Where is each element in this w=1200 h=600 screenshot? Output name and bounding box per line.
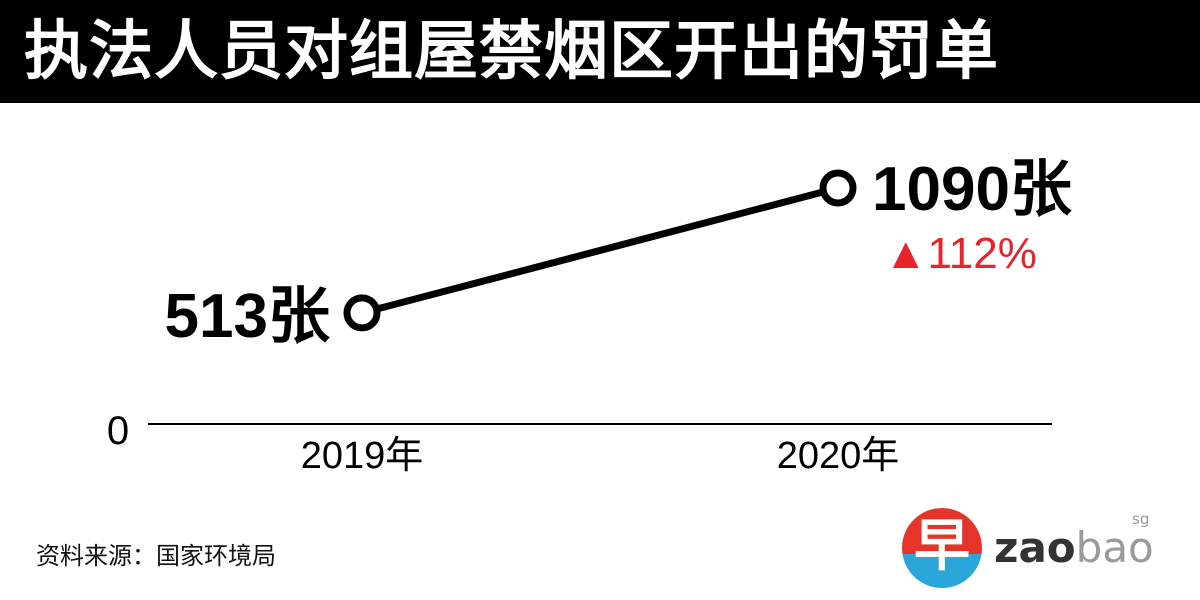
series-line	[358, 184, 842, 317]
zaobao-logo: 早 zaobao sg	[902, 508, 1192, 588]
logo-wordmark: zaobao	[994, 522, 1154, 574]
x-tick-label: 2019年	[301, 435, 424, 477]
y-axis-zero-label: 0	[107, 409, 129, 453]
logo-word-bao: bao	[1075, 523, 1154, 572]
data-point	[343, 294, 381, 332]
logo-word-zao: zao	[994, 523, 1076, 572]
source-note: 资料来源：国家环境局	[36, 542, 276, 570]
zaobao-logo-icon: 早	[902, 508, 982, 588]
title-bar: 执法人员对组屋禁烟区开出的罚单	[0, 0, 1200, 103]
change-annotation: ▲112%	[884, 229, 1037, 278]
data-label-2019: 513张	[165, 282, 330, 351]
logo-glyph: 早	[914, 513, 970, 579]
data-label-2020: 1090张	[872, 155, 1072, 224]
data-point	[819, 169, 857, 207]
logo-superscript: sg	[1132, 510, 1150, 528]
page-title: 执法人员对组屋禁烟区开出的罚单	[24, 15, 999, 89]
x-tick-label: 2020年	[777, 435, 900, 477]
